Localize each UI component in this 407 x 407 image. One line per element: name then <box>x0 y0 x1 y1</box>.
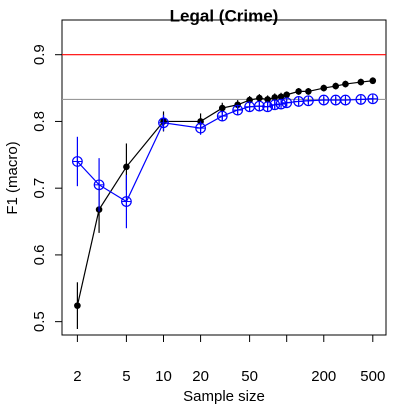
plot-frame <box>61 19 387 336</box>
data-point <box>332 82 340 90</box>
data-point <box>340 94 351 106</box>
data-point <box>357 78 365 86</box>
data-point <box>123 163 130 171</box>
point-dot <box>332 82 340 90</box>
x-tick-label: 50 <box>241 368 258 385</box>
data-point <box>283 91 290 99</box>
x-tick-label: 2 <box>73 368 81 385</box>
data-point <box>367 93 379 105</box>
point-dot <box>357 78 365 86</box>
data-point <box>93 179 105 191</box>
data-point <box>264 96 271 103</box>
data-point <box>218 104 226 112</box>
point-dot <box>277 93 285 101</box>
point-dot <box>369 77 377 85</box>
data-point <box>295 88 302 95</box>
data-point <box>121 196 132 207</box>
y-axis-label: F1 (macro) <box>4 141 21 214</box>
data-point <box>244 101 256 113</box>
x-axis-label: Sample size <box>183 388 265 405</box>
y-tick-label: 0.8 <box>31 111 48 132</box>
point-dot <box>256 94 263 102</box>
data-point <box>355 94 367 105</box>
data-point <box>330 94 342 106</box>
data-point <box>158 117 169 129</box>
x-tick-label: 5 <box>122 368 130 385</box>
data-point <box>318 94 330 106</box>
chart-title: Legal (Crime) <box>170 6 279 25</box>
data-point <box>277 93 285 101</box>
y-tick-label: 0.9 <box>31 44 48 65</box>
point-dot <box>283 91 290 99</box>
data-point <box>302 95 314 107</box>
data-point <box>195 122 206 134</box>
data-point <box>256 94 263 102</box>
data-point <box>305 88 312 95</box>
data-point <box>275 98 287 110</box>
data-point <box>232 104 244 116</box>
data-point <box>71 156 83 167</box>
point-dot <box>271 94 279 101</box>
data-point <box>74 302 81 309</box>
point-dot <box>305 88 312 95</box>
data-point <box>269 99 281 111</box>
point-dot <box>264 96 271 103</box>
x-tick-label: 10 <box>155 368 172 385</box>
data-point <box>293 96 305 107</box>
point-dot <box>320 84 328 92</box>
data-point <box>369 77 377 85</box>
data-point <box>320 84 328 92</box>
y-tick-label: 0.6 <box>31 244 48 265</box>
series-line <box>76 98 373 203</box>
x-tick-label: 20 <box>192 368 209 385</box>
data-point <box>271 94 279 101</box>
data-point <box>342 80 349 88</box>
x-tick-label: 500 <box>360 368 385 385</box>
point-dot <box>295 88 302 95</box>
y-tick-label: 0.7 <box>31 178 48 199</box>
data-point <box>281 97 293 109</box>
point-dot <box>123 163 130 171</box>
x-tick-label: 200 <box>311 368 336 385</box>
point-dot <box>342 80 349 88</box>
data-point <box>216 110 228 122</box>
point-dot <box>74 302 81 309</box>
y-tick-label: 0.5 <box>31 311 48 332</box>
point-dot <box>218 104 226 112</box>
